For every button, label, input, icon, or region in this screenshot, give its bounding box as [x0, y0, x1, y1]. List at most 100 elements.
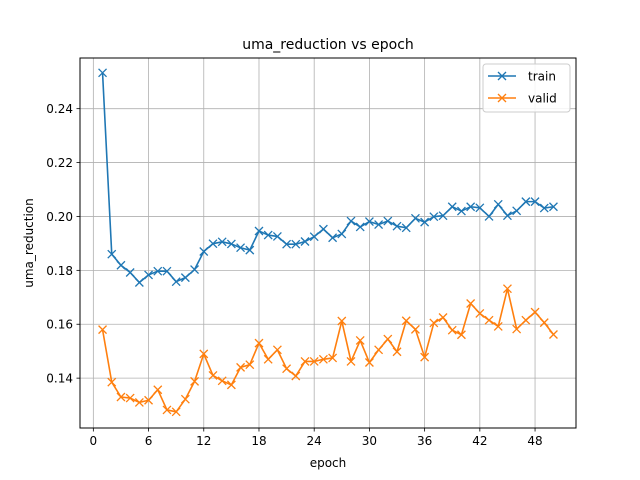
valid-point: [162, 405, 172, 415]
legend-marker: [497, 93, 507, 103]
train-point: [364, 217, 374, 227]
train-point: [456, 206, 466, 216]
valid-point: [346, 356, 356, 366]
valid-point: [548, 330, 558, 339]
train-point: [328, 233, 338, 243]
train-point: [475, 203, 485, 213]
valid-point: [263, 354, 273, 364]
x-tick-label: 24: [307, 434, 322, 448]
valid-point: [539, 318, 549, 328]
valid-point: [475, 309, 485, 318]
valid-point: [171, 407, 181, 417]
train-point: [125, 268, 135, 277]
valid-point: [116, 392, 126, 402]
valid-point: [493, 321, 503, 331]
valid-point: [429, 318, 439, 328]
train-point: [539, 203, 549, 213]
train-point: [107, 249, 117, 259]
valid-point: [456, 330, 466, 340]
train-point: [337, 229, 347, 239]
valid-point: [190, 376, 200, 386]
train-point: [245, 245, 255, 255]
axes: 0 6 12 18 24 30 36 42 48 0.14 0.16 0.18 0.20 0.22 0.24: [46, 102, 542, 448]
series-layer: [98, 68, 558, 417]
y-tick-label: 0.14: [46, 372, 73, 386]
valid-point: [401, 316, 411, 326]
valid-point: [236, 362, 246, 372]
train-point: [98, 68, 108, 78]
train-point: [226, 239, 236, 249]
chart-title: uma_reduction vs epoch: [242, 37, 414, 53]
x-tick-label: 18: [251, 434, 266, 448]
x-tick-label: 0: [90, 434, 98, 448]
series-valid: [98, 284, 558, 417]
plot-frame: [79, 57, 577, 429]
valid-point: [107, 377, 117, 387]
valid-point: [438, 313, 448, 322]
valid-point: [374, 345, 384, 355]
valid-point: [217, 376, 227, 386]
legend-box: [482, 63, 571, 113]
x-tick-label: 36: [417, 434, 432, 448]
train-point: [493, 199, 503, 209]
train-point: [144, 270, 154, 280]
plot-area: [80, 58, 576, 428]
train-point: [484, 211, 494, 221]
valid-point: [254, 338, 264, 348]
train-point: [236, 243, 246, 253]
legend-item-train: train: [488, 70, 556, 84]
train-point: [512, 206, 522, 216]
valid-point: [512, 324, 522, 334]
train-point: [374, 220, 384, 230]
train-point: [153, 266, 163, 276]
legend-item-valid: valid: [488, 92, 557, 106]
valid-point: [530, 307, 540, 317]
valid-point: [291, 371, 301, 381]
valid-point: [226, 380, 236, 390]
train-point: [291, 239, 301, 249]
train-point: [521, 197, 531, 207]
train-point: [401, 223, 411, 233]
x-tick-label: 6: [145, 434, 153, 448]
train-point: [282, 239, 292, 249]
train-point: [346, 216, 356, 226]
valid-point: [98, 325, 108, 335]
y-axis-label: uma_reduction: [22, 198, 36, 288]
valid-point: [300, 356, 310, 366]
train-point: [217, 237, 227, 247]
train-point: [502, 211, 512, 221]
valid-point: [199, 349, 209, 359]
train-point: [447, 202, 457, 212]
x-axis-label: epoch: [310, 456, 347, 470]
valid-point: [466, 299, 476, 308]
train-point: [190, 265, 200, 275]
train-point: [254, 226, 264, 236]
valid-point: [410, 324, 420, 334]
train-point: [199, 247, 209, 256]
valid-point: [208, 370, 218, 380]
series-train: [98, 68, 558, 287]
legend: train valid: [482, 63, 571, 113]
train-point: [392, 221, 402, 231]
valid-point: [337, 316, 347, 326]
valid-point: [144, 395, 154, 405]
valid-point: [153, 385, 163, 395]
x-tick-label: 12: [196, 434, 211, 448]
valid-point: [180, 394, 190, 404]
train-point: [466, 202, 476, 212]
train-point: [318, 224, 328, 234]
x-tick-label: 42: [472, 434, 487, 448]
train-point: [355, 222, 365, 232]
valid-point: [484, 315, 494, 325]
valid-point: [383, 334, 393, 344]
valid-point: [447, 325, 457, 335]
train-point: [263, 230, 273, 240]
y-tick-label: 0.22: [46, 156, 73, 170]
valid-point: [309, 356, 319, 366]
valid-point: [134, 397, 144, 407]
valid-point: [282, 364, 292, 374]
valid-point: [420, 352, 430, 362]
grid: [80, 58, 576, 428]
train-point: [171, 277, 181, 287]
valid-point: [355, 335, 365, 345]
